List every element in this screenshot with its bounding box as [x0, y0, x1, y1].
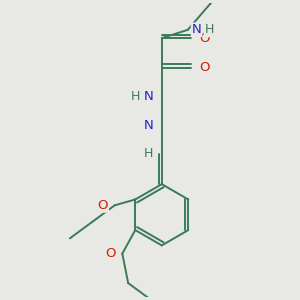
Text: H: H — [144, 147, 154, 160]
Text: N: N — [144, 119, 154, 132]
Text: O: O — [98, 199, 108, 212]
Text: H: H — [130, 91, 140, 103]
Text: N: N — [144, 91, 154, 103]
Text: N: N — [192, 23, 201, 36]
Text: O: O — [199, 61, 209, 74]
Text: H: H — [205, 23, 214, 36]
Text: O: O — [199, 32, 209, 45]
Text: O: O — [105, 247, 116, 260]
